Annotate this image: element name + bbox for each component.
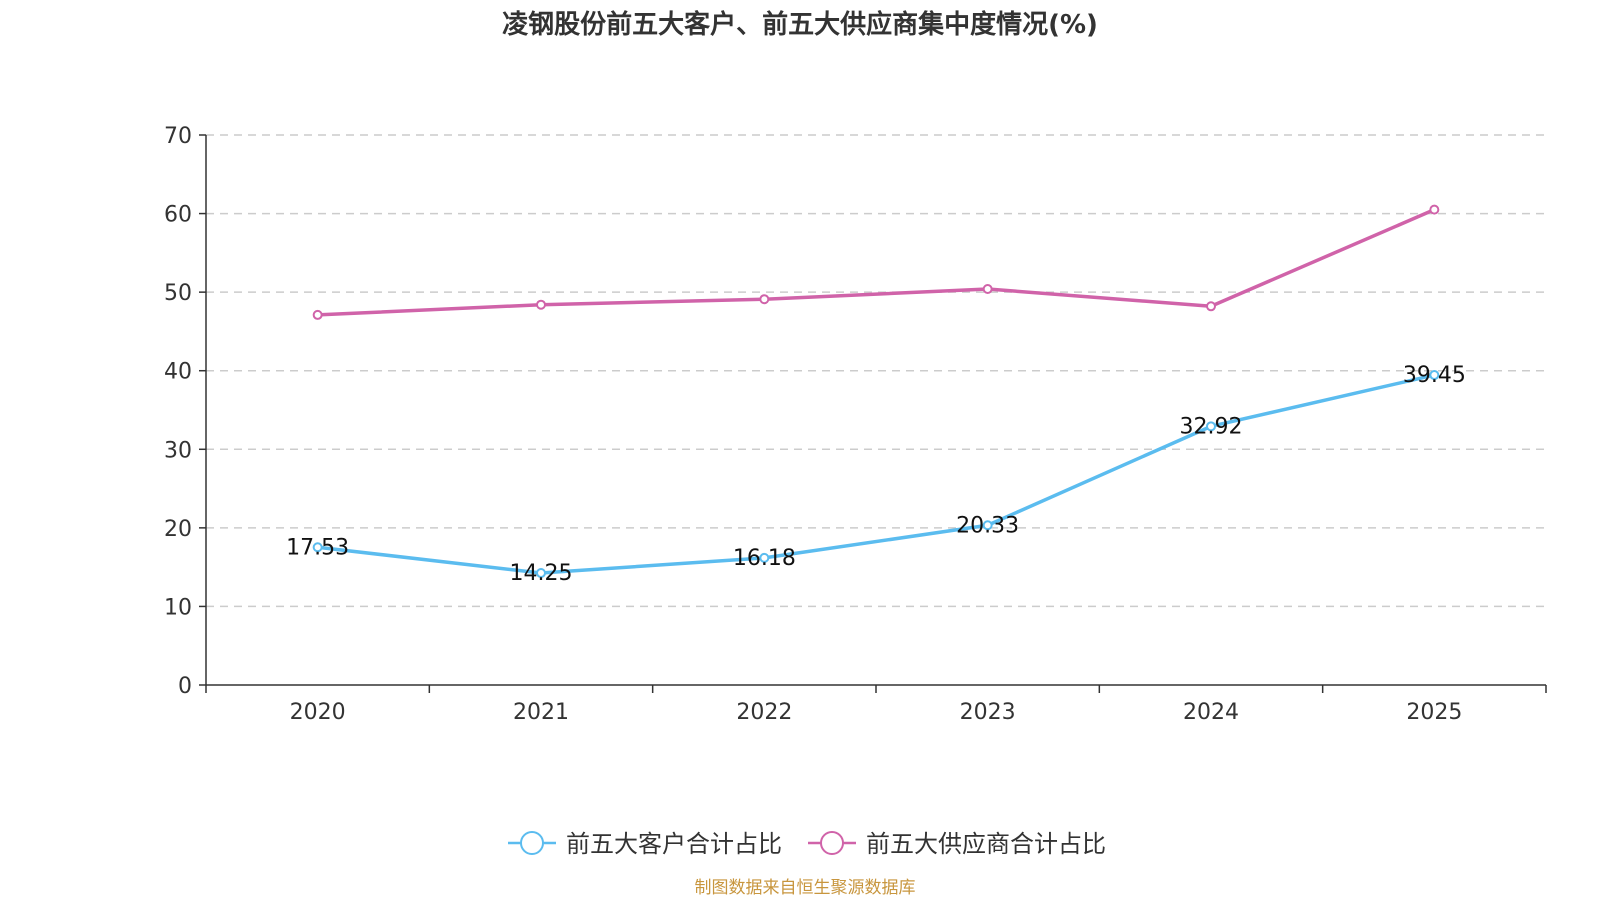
x-tick-label: 2022 <box>736 700 792 725</box>
data-point[interactable] <box>536 568 546 579</box>
series-line-0 <box>317 373 1435 575</box>
y-tick-label: 30 <box>164 438 192 463</box>
y-tick-label: 60 <box>164 203 192 228</box>
data-point[interactable] <box>312 542 323 553</box>
data-point[interactable] <box>536 299 546 310</box>
x-tick-label: 2021 <box>513 700 569 725</box>
data-label: 16.18 <box>733 546 796 571</box>
legend-label: 前五大客户合计占比 <box>566 830 782 858</box>
data-label: 32.92 <box>1180 414 1243 439</box>
data-point[interactable] <box>1429 370 1440 381</box>
series-line-1 <box>317 208 1436 317</box>
data-label: 14.25 <box>510 561 573 586</box>
legend-marker <box>820 831 844 855</box>
data-point[interactable] <box>1206 421 1216 432</box>
series-layer <box>312 204 1440 579</box>
y-tick-label: 70 <box>164 124 192 149</box>
x-tick-label: 2025 <box>1406 700 1462 725</box>
grid-lines <box>206 134 1546 608</box>
legend-item-1[interactable]: 前五大供应商合计占比 <box>808 830 1106 858</box>
data-point[interactable] <box>982 284 993 294</box>
data-point[interactable] <box>1206 301 1216 312</box>
data-labels: 17.53 14.25 16.18 20.33 32.92 39.45 <box>286 363 1466 586</box>
data-label: 39.45 <box>1403 363 1466 388</box>
legend[interactable]: 前五大客户合计占比 前五大供应商合计占比 <box>508 830 1106 858</box>
y-tick-label: 50 <box>164 281 192 306</box>
legend-item-0[interactable]: 前五大客户合计占比 <box>508 830 782 858</box>
legend-label: 前五大供应商合计占比 <box>866 830 1106 858</box>
data-label: 17.53 <box>286 535 349 560</box>
data-label: 20.33 <box>956 513 1019 538</box>
x-tick-label: 2024 <box>1183 700 1239 725</box>
y-tick-label: 20 <box>164 517 192 542</box>
x-tick-label: 2023 <box>960 700 1016 725</box>
source-note: 制图数据来自恒生聚源数据库 <box>695 878 916 898</box>
x-tick-label: 2020 <box>290 700 346 725</box>
y-tick-label: 40 <box>164 360 192 385</box>
data-point[interactable] <box>1429 204 1440 215</box>
chart-title: 凌钢股份前五大客户、前五大供应商集中度情况(%) <box>502 9 1098 40</box>
axes: 0 10 20 30 40 50 60 70 2020 2021 2022 2023 2024 2025 <box>164 124 1547 725</box>
y-tick-label: 0 <box>178 674 192 699</box>
y-tick-label: 10 <box>164 595 192 620</box>
data-point[interactable] <box>312 309 323 320</box>
legend-marker <box>520 831 544 855</box>
data-point[interactable] <box>759 294 770 305</box>
data-point[interactable] <box>982 520 993 531</box>
data-point[interactable] <box>759 552 770 563</box>
